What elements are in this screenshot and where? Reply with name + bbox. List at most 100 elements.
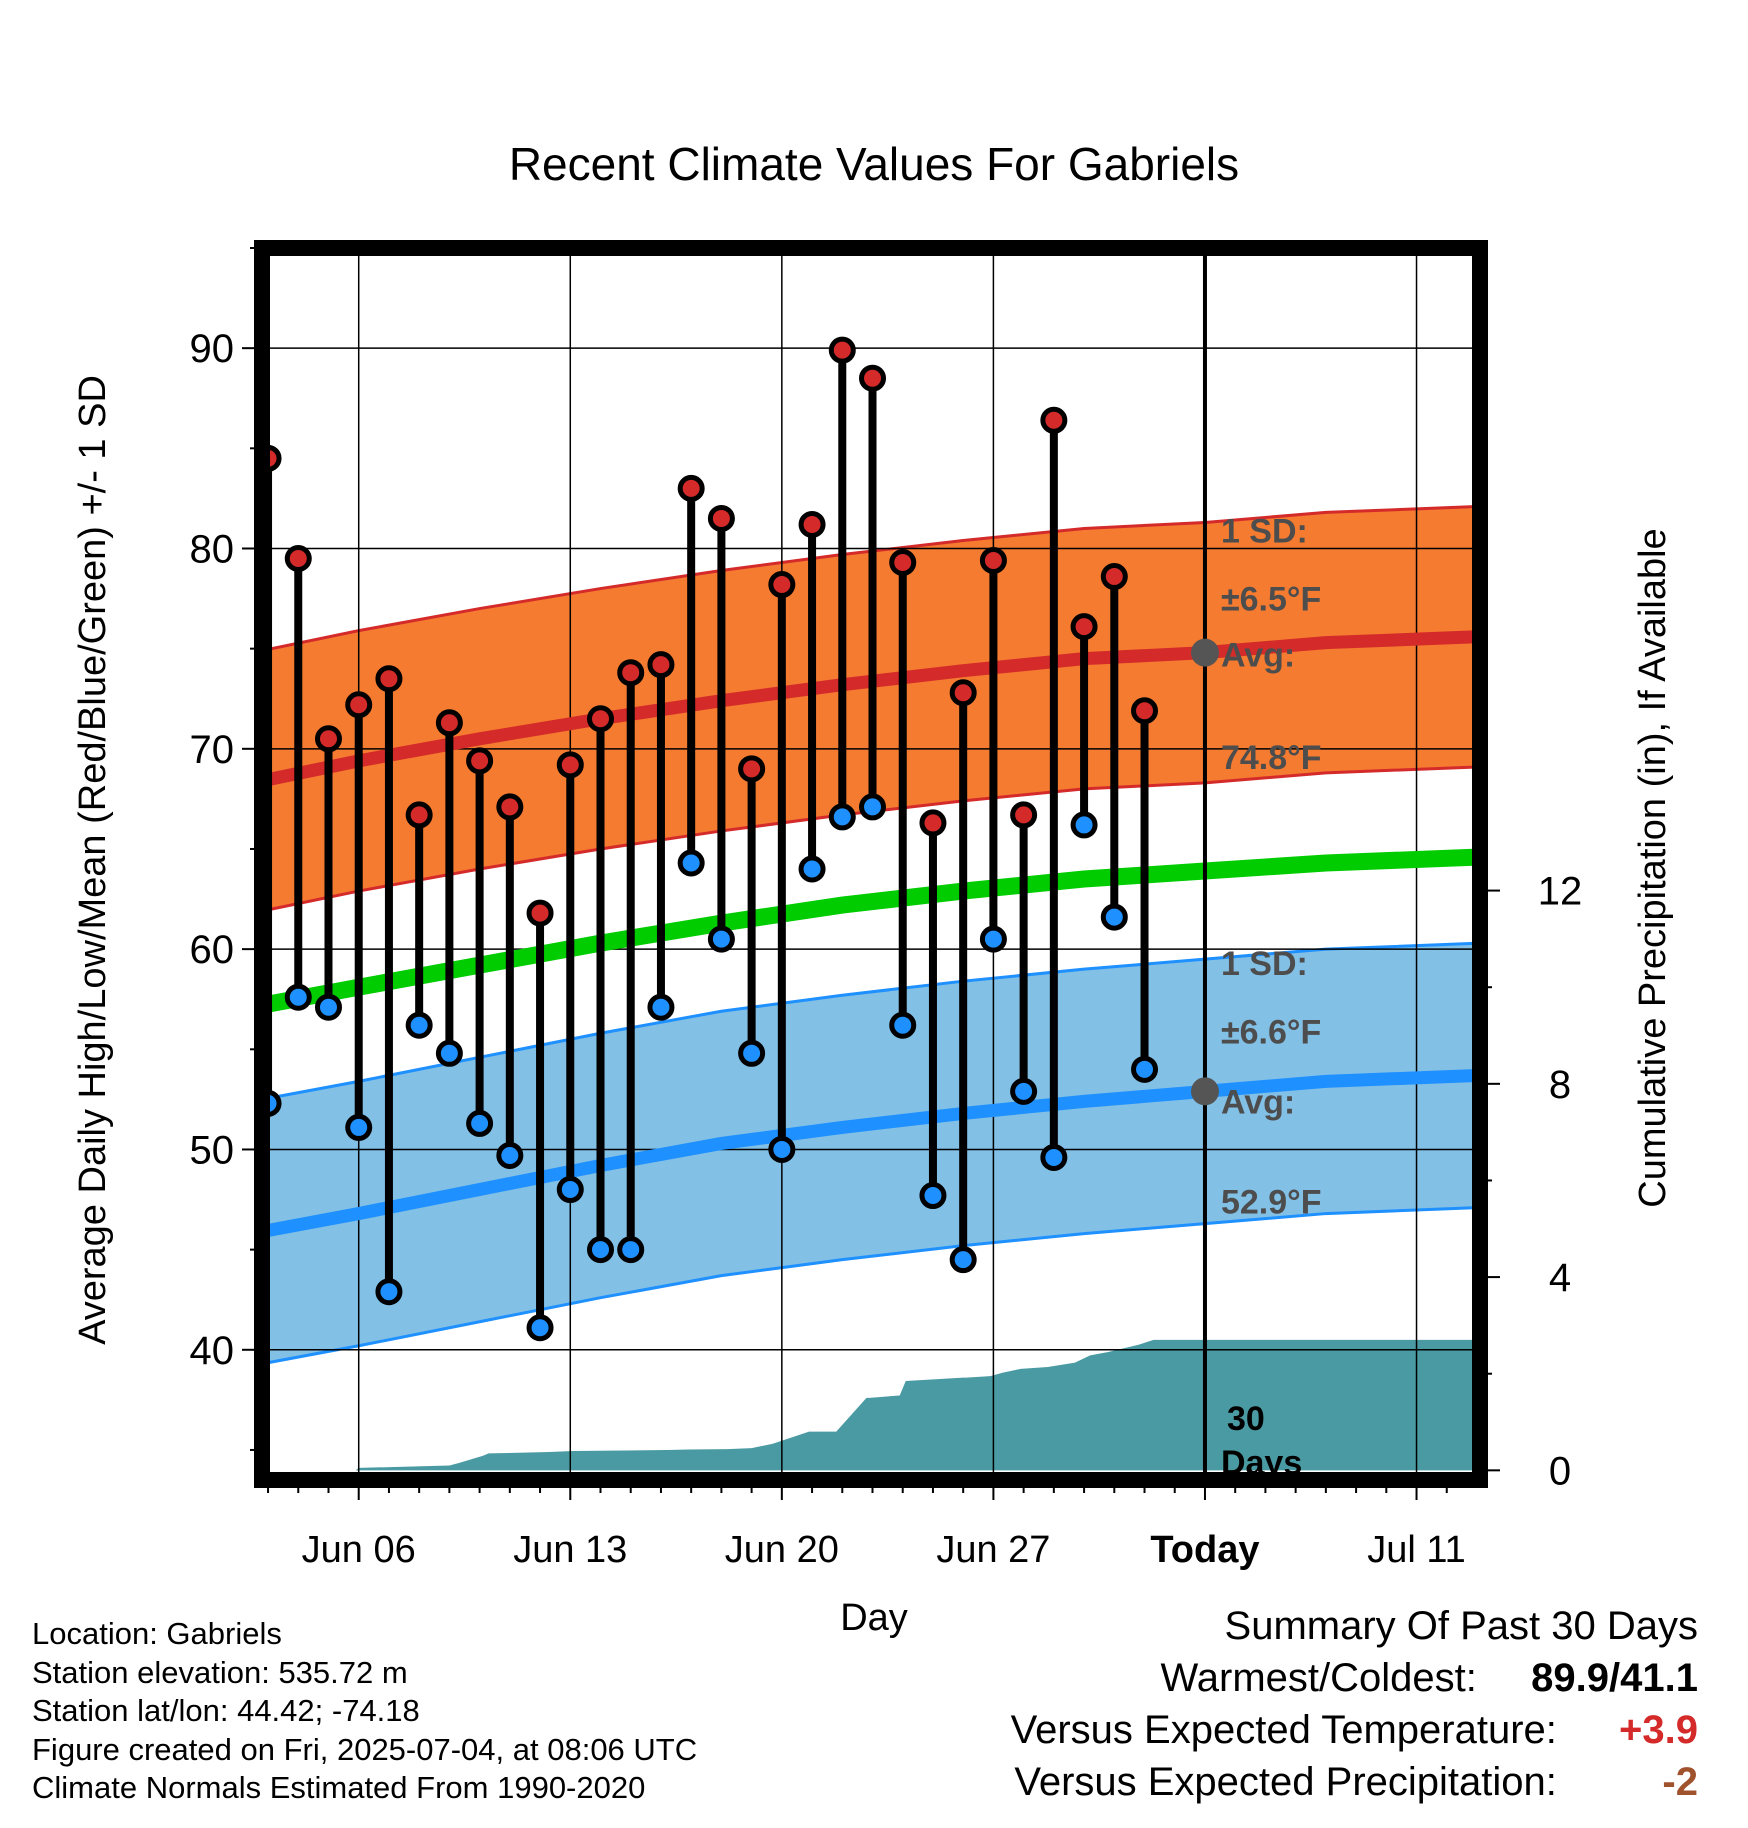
daily-high-point bbox=[798, 510, 826, 538]
latlon-text: Station lat/lon: 44.42; -74.18 bbox=[32, 1693, 420, 1728]
summary-panel: Summary Of Past 30 Days Warmest/Coldest:… bbox=[798, 1600, 1698, 1808]
high-sd-value: ±6.5°F bbox=[1221, 581, 1321, 619]
daily-high-point bbox=[677, 474, 705, 502]
right-tick-label: 8 bbox=[1549, 1063, 1571, 1107]
precipitation-area bbox=[262, 1339, 1480, 1471]
daily-high-point bbox=[979, 547, 1007, 575]
left-tick-label: 50 bbox=[190, 1128, 235, 1172]
bottom-tick-label: Jun 13 bbox=[513, 1529, 627, 1571]
daily-low-point bbox=[768, 1135, 796, 1163]
daily-high-point bbox=[1100, 563, 1128, 591]
daily-high-point bbox=[949, 679, 977, 707]
chart-title: Recent Climate Values For Gabriels bbox=[509, 138, 1239, 190]
daily-low-point bbox=[1100, 903, 1128, 931]
daily-low-point bbox=[798, 855, 826, 883]
daily-high-point bbox=[466, 747, 494, 775]
low-sd-band bbox=[262, 941, 1480, 1366]
normals-text: Climate Normals Estimated From 1990-2020 bbox=[32, 1770, 646, 1805]
daily-low-point bbox=[556, 1176, 584, 1204]
daily-low-point bbox=[435, 1039, 463, 1067]
right-y-axis-label: Cumulative Precipitation (in), If Availa… bbox=[1632, 528, 1674, 1207]
bottom-tick-label: Jul 11 bbox=[1367, 1529, 1466, 1571]
daily-low-point bbox=[617, 1236, 645, 1264]
daily-high-point bbox=[919, 809, 947, 837]
low-sd-value: ±6.6°F bbox=[1221, 1013, 1321, 1051]
temp-anomaly-label: Versus Expected Temperature: bbox=[1010, 1708, 1557, 1752]
daily-high-point bbox=[647, 651, 675, 679]
daily-high-point bbox=[405, 801, 433, 829]
warm-cold-label: Warmest/Coldest: bbox=[1160, 1656, 1477, 1700]
low-avg-value: 52.9°F bbox=[1221, 1184, 1322, 1222]
daily-low-point bbox=[1010, 1077, 1038, 1105]
summary-title: Summary Of Past 30 Days bbox=[1224, 1604, 1698, 1648]
precip-anomaly-label: Versus Expected Precipitation: bbox=[1014, 1760, 1557, 1804]
daily-high-point bbox=[526, 899, 554, 927]
left-tick-label: 40 bbox=[190, 1329, 235, 1373]
summary-precip: Versus Expected Precipitation: -2 bbox=[798, 1756, 1698, 1808]
daily-low-point bbox=[1040, 1143, 1068, 1171]
daily-low-point bbox=[284, 983, 312, 1011]
plot-inner: 1 SD: ±6.5°F Avg: 74.8°F 1 SD: ±6.6°F Avg: 52.9… bbox=[262, 248, 1480, 1480]
created-text: Figure created on Fri, 2025-07-04, at 08… bbox=[32, 1731, 698, 1767]
today-low-avg-marker bbox=[1190, 1077, 1219, 1106]
high-avg-value: 74.8°F bbox=[1221, 739, 1322, 777]
temp-anomaly-value: +3.9 bbox=[1619, 1708, 1698, 1752]
daily-low-point bbox=[979, 925, 1007, 953]
daily-high-point bbox=[284, 545, 312, 573]
daily-high-point bbox=[587, 705, 615, 733]
daily-low-point bbox=[677, 849, 705, 877]
left-tick-label: 80 bbox=[190, 527, 235, 571]
daily-low-point bbox=[1070, 811, 1098, 839]
daily-low-point bbox=[919, 1182, 947, 1210]
daily-high-point bbox=[768, 571, 796, 599]
daily-low-point bbox=[526, 1314, 554, 1342]
summary-temp: Versus Expected Temperature: +3.9 bbox=[798, 1704, 1698, 1756]
daily-low-point bbox=[405, 1011, 433, 1039]
daily-low-point bbox=[466, 1109, 494, 1137]
daily-high-point bbox=[707, 504, 735, 532]
daily-high-point bbox=[1040, 406, 1068, 434]
daily-low-point bbox=[496, 1141, 524, 1169]
right-tick-label: 12 bbox=[1538, 870, 1583, 914]
daily-high-point bbox=[889, 549, 917, 577]
daily-high-point bbox=[828, 336, 856, 364]
station-info: Location: Gabriels Station elevation: 53… bbox=[32, 1615, 697, 1808]
daily-high-point bbox=[859, 364, 887, 392]
low-normal-line bbox=[262, 1068, 1480, 1238]
mean-normal-line bbox=[262, 848, 1480, 1014]
right-tick-label: 4 bbox=[1549, 1256, 1571, 1300]
daily-high-point bbox=[1010, 801, 1038, 829]
x-axis-label: Day bbox=[840, 1597, 908, 1639]
daily-high-point bbox=[345, 691, 373, 719]
daily-low-point bbox=[647, 993, 675, 1021]
daily-low-point bbox=[889, 1011, 917, 1039]
daily-low-point bbox=[587, 1236, 615, 1264]
daily-high-point bbox=[617, 659, 645, 687]
left-y-axis-label: Average Daily High/Low/Mean (Red/Blue/Gr… bbox=[72, 375, 114, 1345]
daily-high-point bbox=[496, 793, 524, 821]
daily-high-point bbox=[738, 755, 766, 783]
left-tick-label: 90 bbox=[190, 327, 235, 371]
daily-low-point bbox=[314, 993, 342, 1021]
bottom-tick-label: Jun 27 bbox=[936, 1529, 1050, 1571]
daily-high-point bbox=[375, 665, 403, 693]
daily-low-point bbox=[828, 803, 856, 831]
plot-area: 1 SD: ±6.5°F Avg: 74.8°F 1 SD: ±6.6°F Avg: 52.9… bbox=[190, 240, 1583, 1571]
daily-high-point bbox=[1131, 697, 1159, 725]
daily-low-point bbox=[345, 1113, 373, 1141]
daily-low-point bbox=[707, 925, 735, 953]
bottom-tick-label: Jun 06 bbox=[302, 1529, 416, 1571]
high-avg-label: Avg: bbox=[1221, 637, 1295, 675]
daily-low-point bbox=[949, 1246, 977, 1274]
precip-anomaly-value: -2 bbox=[1662, 1760, 1698, 1804]
bottom-tick-label: Today bbox=[1150, 1529, 1259, 1571]
high-sd-label: 1 SD: bbox=[1221, 512, 1308, 550]
left-tick-label: 60 bbox=[190, 928, 235, 972]
right-tick-label: 0 bbox=[1549, 1449, 1571, 1493]
daily-high-point bbox=[556, 751, 584, 779]
elevation-text: Station elevation: 535.72 m bbox=[32, 1654, 408, 1690]
bottom-tick-label: Jun 20 bbox=[725, 1529, 839, 1571]
daily-high-point bbox=[1070, 613, 1098, 641]
window-label-number: 30 bbox=[1227, 1400, 1265, 1438]
